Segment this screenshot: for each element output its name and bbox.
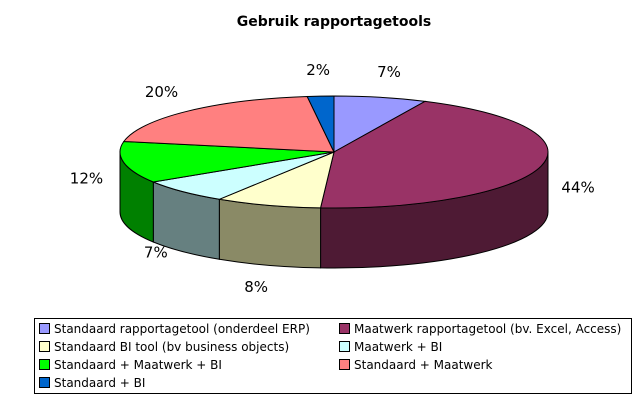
- legend-label: Standaard + Maatwerk + BI: [54, 358, 222, 372]
- slice-standaard-maatwerk-bi: [119, 140, 335, 183]
- legend-label: Maatwerk + BI: [354, 340, 443, 354]
- chart-legend: Standaard rapportagetool (onderdeel ERP)…: [34, 318, 632, 394]
- legend-swatch: [39, 341, 50, 352]
- slice-label-standaard-rapportagetool-onderdeel-erp: 7%: [377, 63, 401, 81]
- slice-standaard-bi-tool-bv-business-objects: [217, 151, 335, 209]
- slice-label-maatwerk-bi: 7%: [144, 243, 168, 261]
- pie-chart: Gebruik rapportagetools 7% 44% 8% 7% 12% 20% 2…: [70, 14, 595, 296]
- legend-label: Standaard + BI: [54, 376, 146, 390]
- legend-label: Standaard BI tool (bv business objects): [54, 340, 290, 354]
- legend-swatch: [339, 359, 350, 370]
- legend-item-standaard-bi-tool-bv-business-objects: Standaard BI tool (bv business objects): [39, 338, 289, 356]
- legend-label: Standaard + Maatwerk: [354, 358, 493, 372]
- legend-item-standaard-maatwerk: Standaard + Maatwerk: [339, 356, 492, 374]
- slice-labels: 7% 44% 8% 7% 12% 20% 2%: [70, 61, 595, 296]
- pie-3d: [119, 95, 549, 269]
- slice-side-standaard-bi-tool-bv-business-objects: [218, 198, 322, 269]
- legend-item-standaard-bi: Standaard + BI: [39, 374, 145, 392]
- legend-swatch: [39, 377, 50, 388]
- slice-maatwerk-rapportagetool-bv-excel-access: [319, 100, 549, 209]
- slice-label-standaard-bi-tool-bv-business-objects: 8%: [244, 278, 268, 296]
- slice-standaard-bi: [306, 95, 335, 153]
- legend-item-standaard-rapportagetool-onderdeel-erp: Standaard rapportagetool (onderdeel ERP): [39, 320, 310, 338]
- legend-swatch: [339, 341, 350, 352]
- slice-standaard-maatwerk: [122, 95, 335, 153]
- slice-label-standaard-maatwerk-bi: 12%: [70, 170, 103, 188]
- legend-swatch: [39, 359, 50, 370]
- legend-swatch: [339, 323, 350, 334]
- slice-label-maatwerk-rapportagetool-bv-excel-access: 44%: [561, 178, 594, 196]
- legend-item-maatwerk-rapportagetool-bv-excel-access: Maatwerk rapportagetool (bv. Excel, Acce…: [339, 320, 621, 338]
- slice-label-standaard-bi: 2%: [306, 61, 330, 79]
- legend-item-standaard-maatwerk-bi: Standaard + Maatwerk + BI: [39, 356, 222, 374]
- legend-label: Maatwerk rapportagetool (bv. Excel, Acce…: [354, 322, 622, 336]
- slice-label-standaard-maatwerk: 20%: [145, 83, 178, 101]
- chart-title: Gebruik rapportagetools: [237, 14, 432, 30]
- legend-label: Standaard rapportagetool (onderdeel ERP): [54, 322, 310, 336]
- legend-swatch: [39, 323, 50, 334]
- legend-item-maatwerk-bi: Maatwerk + BI: [339, 338, 442, 356]
